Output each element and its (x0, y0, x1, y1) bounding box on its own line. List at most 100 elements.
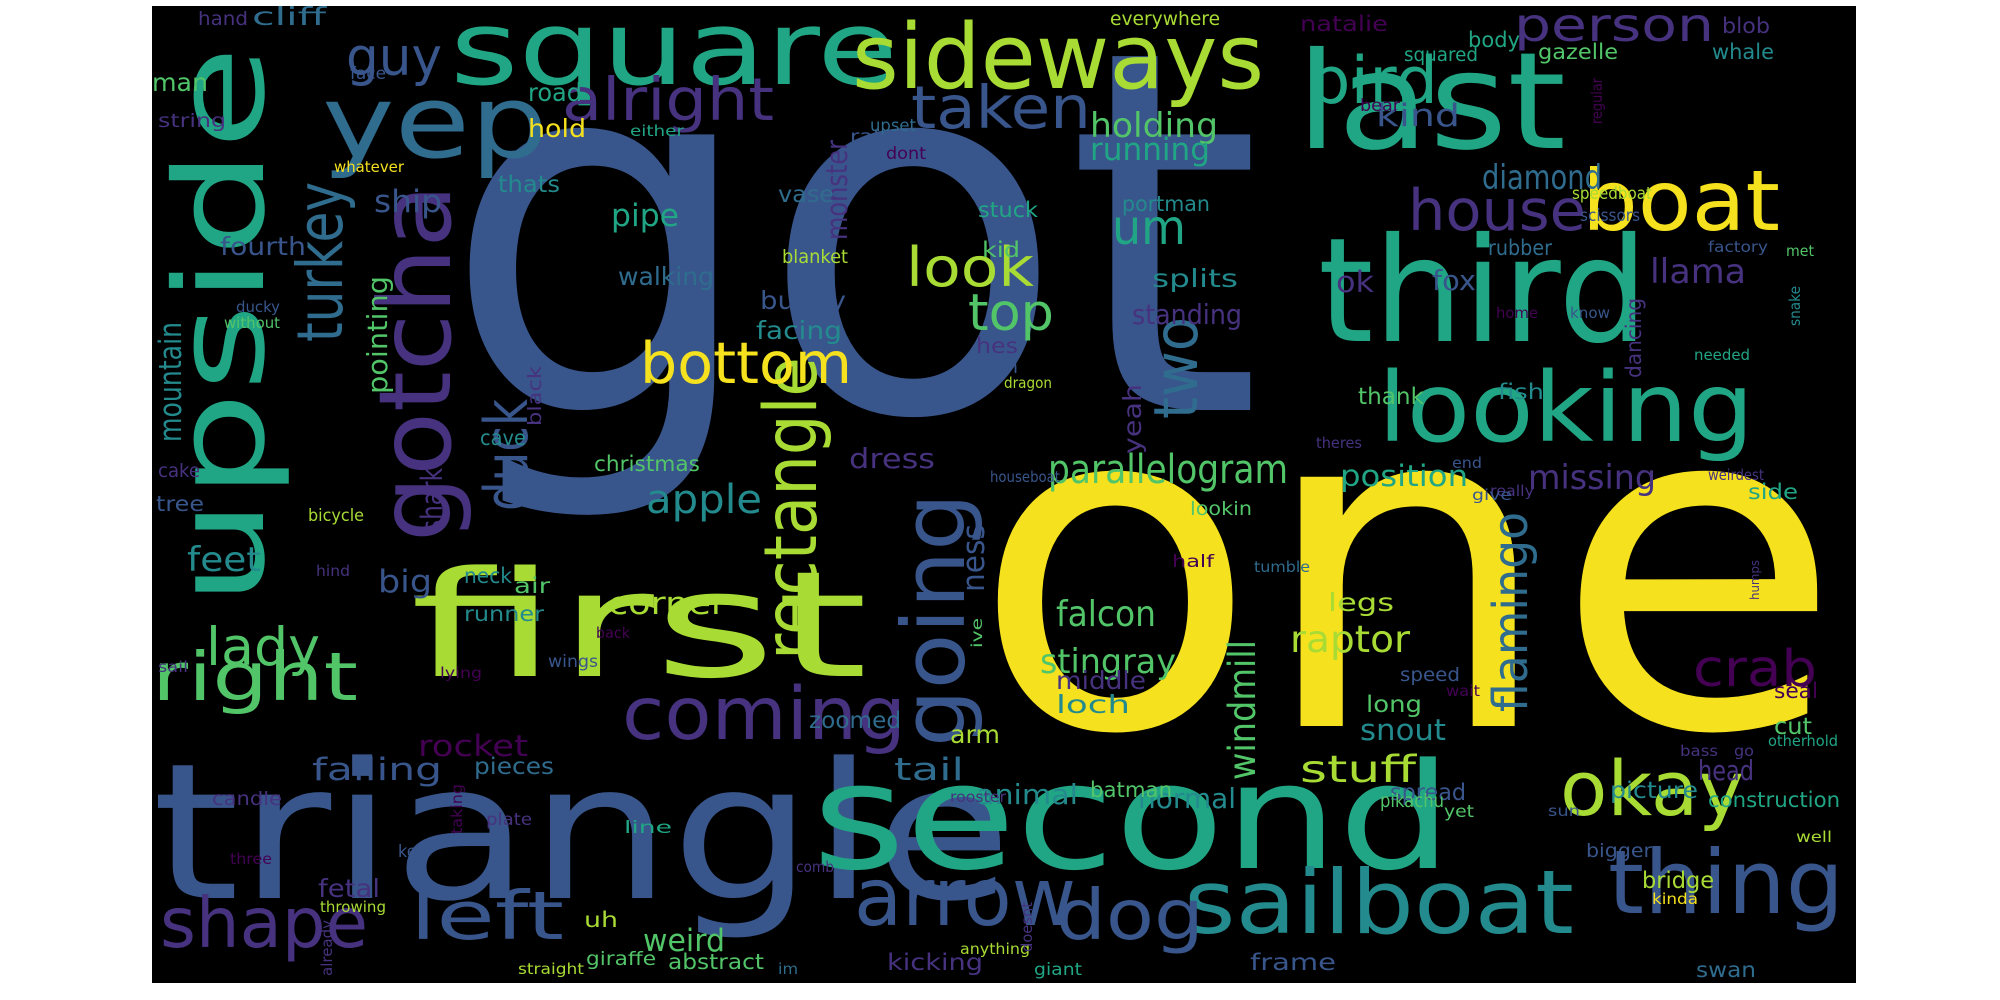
word-coming: coming (622, 672, 906, 758)
word-taking: taking (448, 784, 466, 834)
word-alright: alright (562, 65, 775, 135)
word-picture: picture (1610, 778, 1699, 805)
word-legs: legs (1328, 587, 1395, 617)
word-sign: sign (978, 354, 1018, 379)
word-cut: cut (1774, 714, 1812, 741)
word-doesnt: doesnt (1018, 901, 1036, 952)
word-whale: whale (1712, 40, 1774, 65)
word-batman: batman (1090, 778, 1173, 803)
word-upset: upset (870, 114, 916, 135)
word-bicycle: bicycle (308, 504, 364, 525)
word-thing: thing (1608, 830, 1844, 934)
word-rubber: rubber (1488, 236, 1552, 261)
word-holding: holding (1090, 106, 1219, 146)
word-kicking: kicking (887, 950, 984, 977)
word-rectangle: rectangle (749, 357, 835, 660)
word-head: head (1698, 755, 1755, 787)
word-either: either (630, 122, 684, 140)
word-big: big (378, 564, 433, 601)
word-construction: construction (1708, 788, 1841, 813)
word-thank: thank (1358, 384, 1424, 411)
word-lying: lying (440, 664, 483, 682)
word-throwing: throwing (320, 898, 386, 916)
word-well: well (1796, 828, 1832, 846)
word-back: back (596, 624, 630, 642)
word-seal: seal (1774, 679, 1819, 704)
word-give: give (1472, 486, 1513, 504)
word-guy: guy (346, 26, 443, 88)
word-whatever: whatever (334, 158, 404, 176)
word-flamingo: flamingo (1483, 511, 1540, 712)
word-wait: wait (1446, 682, 1481, 700)
word-natalie: natalie (1300, 12, 1388, 37)
word-bigger: bigger (1586, 840, 1653, 863)
word-man: man (152, 67, 208, 97)
word-otherhold: otherhold (1768, 732, 1839, 750)
word-facing: facing (756, 315, 842, 345)
word-swan: swan (1696, 958, 1756, 983)
word-arm: arm (950, 719, 1000, 749)
word-stingray: stingray (1040, 642, 1177, 682)
word-kind: kind (1376, 98, 1461, 135)
word-theres: theres (1316, 434, 1363, 452)
word-string: string (158, 110, 227, 133)
word-dress: dress (849, 443, 935, 475)
word-pieces: pieces (474, 754, 555, 781)
word-neck: neck (464, 564, 512, 589)
word-weird: weird (643, 923, 725, 960)
word-missing: missing (1528, 458, 1657, 498)
word-shape: shape (160, 884, 369, 965)
word-plate: plate (486, 808, 533, 829)
word-two: two (1141, 316, 1213, 419)
word-loch: loch (1056, 689, 1131, 719)
word-last: last (1296, 23, 1567, 181)
word-fox: fox (1432, 265, 1476, 297)
word-walking: walking (618, 261, 714, 291)
word-standing: standing (1132, 299, 1242, 331)
word-zoomed: zoomed (809, 708, 902, 735)
word-corner: corner (608, 586, 727, 623)
word-body: body (1468, 28, 1520, 53)
word-shark: shark (414, 467, 449, 532)
word-fetal: fetal (318, 873, 380, 903)
word-taken: taken (911, 73, 1091, 143)
word-kid: kid (982, 238, 1021, 263)
word-bottom: bottom (640, 331, 853, 398)
word-yep: yep (322, 62, 548, 181)
word-straight: straight (518, 960, 584, 978)
word-hind: hind (316, 562, 351, 580)
word-square: square (450, 6, 898, 109)
word-fish: fish (1498, 380, 1544, 405)
word-sideways: sideways (852, 6, 1265, 110)
word-candle: candle (212, 788, 283, 811)
word-side: side (1748, 480, 1799, 505)
word-stuck: stuck (978, 198, 1039, 223)
word-parallelogram: parallelogram (1048, 446, 1289, 493)
word-falling: falling (312, 752, 443, 789)
word-without: without (224, 314, 280, 332)
word-hes: hes (976, 334, 1019, 359)
word-left: left (410, 876, 564, 955)
word-splits: splits (1152, 263, 1239, 293)
word-top: top (968, 282, 1054, 342)
word-portman: portman (1122, 192, 1210, 217)
word-wings: wings (548, 650, 599, 671)
word-pipe: pipe (611, 198, 679, 235)
word-half: half (1172, 550, 1215, 571)
word-ship: ship (374, 184, 442, 221)
word-spread: spread (1390, 780, 1467, 807)
word-home: home (1496, 304, 1539, 322)
word-yeah: yeah (1117, 383, 1147, 454)
word-christmas: christmas (594, 452, 700, 477)
word-stuff: stuff (1300, 746, 1417, 791)
word-dancing: dancing (1622, 297, 1647, 378)
word-blanket: blanket (782, 246, 849, 269)
word-rat: rat (850, 126, 882, 149)
word-go: go (1734, 742, 1754, 760)
word-factory: factory (1708, 238, 1769, 256)
word-right: right (152, 637, 359, 716)
word-dog: dog (1056, 876, 1204, 957)
word-cave: cave (480, 426, 526, 451)
word-comb: comb (796, 858, 835, 876)
word-middle: middle (1056, 665, 1146, 695)
